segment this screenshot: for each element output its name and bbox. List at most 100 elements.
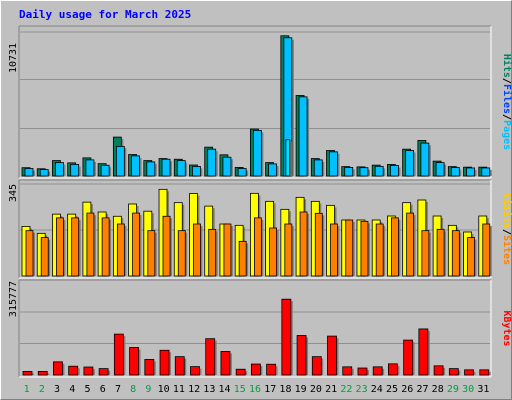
sites-bar: [86, 212, 95, 277]
sites-bar: [147, 230, 156, 277]
x-tick-label: 8: [130, 384, 136, 395]
kbytes-bar: [250, 363, 261, 376]
x-tick-label: 12: [188, 384, 200, 395]
files-bar: [55, 162, 64, 177]
kbytes-bar: [190, 366, 200, 376]
sites-bar: [101, 217, 110, 277]
sites-bar: [391, 217, 399, 277]
files-bar: [450, 167, 460, 177]
files-bar: [268, 163, 278, 177]
files-bar: [435, 162, 445, 177]
x-tick-label: 15: [234, 384, 246, 395]
sites-bar: [375, 223, 384, 277]
files-bar: [24, 168, 34, 177]
files-bar: [390, 164, 399, 177]
kbytes-bar: [68, 365, 79, 376]
legend-top: Hits/Files/Pages: [501, 54, 512, 150]
kbytes-bar: [98, 368, 109, 376]
sites-bar: [253, 217, 262, 277]
files-bar: [70, 164, 80, 177]
x-tick-label: 22: [340, 384, 352, 395]
kbytes-bar: [479, 369, 490, 376]
kbytes-bar: [235, 368, 246, 376]
kbytes-bar: [296, 335, 307, 376]
kbytes-bar: [266, 363, 277, 376]
sites-bar: [345, 219, 354, 277]
x-tick-label: 9: [145, 384, 151, 395]
x-tick-label: 2: [39, 384, 45, 395]
legend-kbytes: KBytes: [501, 310, 512, 346]
x-tick-label: 18: [279, 384, 291, 395]
files-bar: [344, 167, 354, 177]
x-tick-label: 24: [371, 384, 383, 395]
sites-bar: [223, 223, 232, 277]
legend-files: Files: [501, 84, 512, 114]
files-bar: [466, 167, 475, 177]
files-bar: [420, 142, 430, 177]
sites-bar: [71, 217, 80, 277]
sites-bar: [406, 212, 415, 277]
ymax-label-middle: 345: [8, 184, 19, 202]
sites-bar: [208, 228, 217, 277]
x-tick-label: 26: [401, 384, 413, 395]
x-tick-label: 17: [264, 384, 276, 395]
x-tick-label: 20: [310, 384, 322, 395]
x-tick-label: 1: [24, 384, 30, 395]
sites-bar: [238, 240, 247, 277]
kbytes-bar: [113, 333, 124, 376]
chart-title: Daily usage for March 2025: [19, 8, 192, 21]
kbytes-bar: [144, 359, 155, 376]
legend-separator: /: [501, 229, 512, 235]
x-tick-label: 7: [115, 384, 121, 395]
files-bar: [359, 167, 369, 177]
kbytes-bar: [418, 328, 429, 376]
sites-bar: [451, 230, 460, 277]
pages-bar: [285, 139, 291, 177]
files-bar: [207, 148, 217, 177]
sites-bar: [193, 223, 201, 277]
x-tick-label: 16: [249, 384, 261, 395]
files-bar: [146, 161, 156, 177]
x-tick-label: 23: [356, 384, 368, 395]
kbytes-bar: [342, 366, 353, 376]
files-bar: [115, 146, 125, 177]
ymax-label-top: 10731: [8, 43, 19, 73]
files-bar: [329, 151, 338, 177]
files-bar: [192, 166, 201, 177]
kbytes-bar: [83, 366, 94, 376]
x-tick-label: 19: [295, 384, 307, 395]
sites-bar: [421, 230, 430, 277]
files-bar: [222, 156, 232, 177]
x-tick-label: 28: [432, 384, 444, 395]
files-bar: [161, 158, 171, 177]
legend-middle: Visits/Sites: [501, 193, 512, 265]
sites-bar: [330, 223, 338, 277]
x-tick-label: 6: [100, 384, 106, 395]
kbytes-bar: [281, 298, 292, 376]
files-bar: [131, 155, 140, 177]
files-bar: [405, 150, 415, 177]
x-tick-label: 10: [158, 384, 170, 395]
kbytes-bar: [37, 371, 48, 376]
files-bar: [374, 165, 384, 177]
x-tick-label: 4: [69, 384, 75, 395]
sites-bar: [360, 220, 369, 277]
kbytes-bar: [159, 349, 170, 376]
sites-bar: [177, 230, 186, 277]
legend-visits: Visits: [501, 193, 512, 229]
kbytes-bar: [448, 368, 459, 376]
kbytes-bar: [220, 351, 231, 376]
sites-bar: [299, 211, 308, 277]
files-bar: [252, 129, 262, 177]
sites-bar: [162, 215, 171, 277]
legend-separator: /: [501, 114, 512, 120]
sites-bar: [284, 223, 293, 277]
x-tick-label: 21: [325, 384, 337, 395]
files-bar: [237, 168, 247, 177]
legend-sites: Sites: [501, 235, 512, 265]
legend-separator: /: [501, 78, 512, 84]
files-bar: [313, 159, 323, 177]
kbytes-bar: [357, 367, 368, 376]
kbytes-bar: [464, 369, 474, 376]
files-bar: [481, 167, 491, 177]
